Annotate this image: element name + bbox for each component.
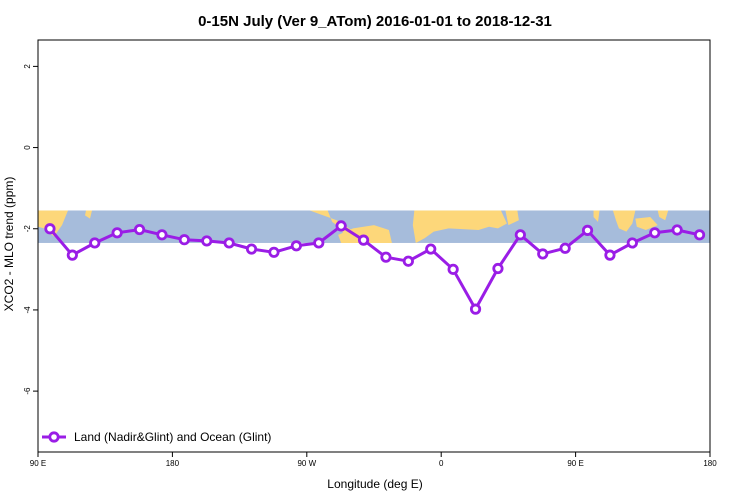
data-point [380, 251, 392, 263]
legend: Land (Nadir&Glint) and Ocean (Glint) [42, 430, 271, 444]
plot-marks [44, 220, 706, 315]
x-tick-label: 90 E [30, 459, 46, 468]
data-point [671, 224, 683, 236]
data-point [44, 223, 56, 235]
plot-frame [37, 39, 711, 453]
x-tick-label: 180 [166, 459, 180, 468]
legend-marker [48, 431, 60, 443]
y-tick-label: -2 [23, 225, 32, 233]
data-point [402, 255, 414, 267]
map-land-9 [657, 210, 669, 221]
y-tick-label: -4 [23, 306, 32, 314]
x-tick-label: 180 [703, 459, 717, 468]
map-land-4 [412, 210, 507, 243]
axis-ticks: 90 E 180 90 W 0 90 E 180 2 0 -2 -4 -6 [23, 64, 717, 468]
x-tick-label: 0 [439, 459, 444, 468]
data-point [223, 237, 235, 249]
data-point [178, 234, 190, 246]
data-point [201, 235, 213, 247]
data-point [693, 229, 706, 241]
map-land-5 [505, 210, 519, 226]
data-point [111, 227, 123, 239]
data-point [156, 229, 168, 241]
map-land-6 [593, 210, 600, 222]
map-land-1 [85, 210, 92, 219]
data-point [649, 227, 661, 239]
y-tick-label: -6 [23, 387, 32, 395]
map-band [38, 210, 710, 243]
y-axis-label: XCO2 - MLO trend (ppm) [2, 177, 16, 312]
data-point [537, 248, 549, 260]
data-point [559, 242, 571, 254]
x-tick-label: 90 W [297, 459, 316, 468]
data-point [357, 234, 370, 246]
data-point [425, 243, 437, 255]
data-point [268, 246, 280, 258]
x-axis-label: Longitude (deg E) [327, 477, 422, 491]
data-point [290, 240, 302, 252]
chart-title: 0-15N July (Ver 9_ATom) 2016-01-01 to 20… [198, 13, 552, 30]
data-point [514, 229, 526, 241]
data-point [604, 249, 616, 261]
y-tick-label: 0 [23, 145, 32, 150]
data-point [66, 249, 78, 261]
data-point [313, 237, 325, 249]
data-point [245, 243, 258, 255]
data-point [447, 263, 459, 275]
map-land-7 [612, 210, 636, 232]
y-tick-label: 2 [23, 64, 32, 69]
map-land-3 [338, 225, 392, 243]
data-point [626, 237, 638, 249]
x-tick-label: 90 E [567, 459, 583, 468]
data-point [133, 223, 146, 236]
data-point [469, 303, 482, 315]
data-point [581, 224, 594, 236]
map-land-0 [38, 210, 68, 237]
map-land-8 [635, 216, 658, 230]
data-point [335, 220, 347, 232]
data-point [492, 262, 504, 275]
data-point [89, 237, 101, 249]
legend-label: Land (Nadir&Glint) and Ocean (Glint) [74, 430, 271, 444]
